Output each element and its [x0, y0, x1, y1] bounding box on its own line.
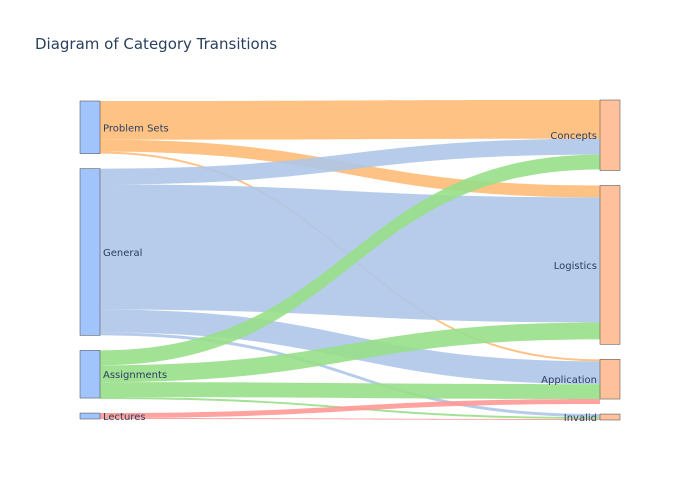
sankey-link-lectures-to-invalid [100, 418, 600, 420]
sankey-node-invalid [599, 413, 621, 421]
sankey-node-label-assignments: Assignments [103, 370, 167, 381]
sankey-node-application [599, 359, 621, 400]
sankey-link-problem_sets-to-concepts [100, 100, 600, 140]
sankey-node-concepts [599, 99, 621, 171]
sankey-node-label-logistics: Logistics [554, 261, 597, 272]
sankey-node-label-concepts: Concepts [550, 131, 597, 142]
sankey-node-label-invalid: Invalid [564, 413, 597, 424]
sankey-link-lectures-to-application [100, 399, 600, 419]
sankey-link-assignments-to-application [100, 382, 600, 400]
sankey-link-general-to-invalid [100, 332, 600, 418]
sankey-node-label-general: General [103, 248, 142, 259]
sankey-node-label-application: Application [541, 375, 597, 386]
links-layer [100, 100, 600, 420]
labels-layer: Problem Sets General Assignments Lectures Co… [103, 123, 597, 424]
sankey-link-assignments-to-concepts [100, 154, 600, 366]
sankey-node-label-problem_sets: Problem Sets [103, 123, 169, 134]
sankey-node-problem_sets [79, 100, 101, 154]
nodes-layer [79, 99, 621, 421]
sankey-node-general [79, 168, 101, 336]
sankey-node-assignments [79, 350, 101, 399]
sankey-node-lectures [79, 412, 101, 420]
sankey-link-assignments-to-logistics [100, 322, 600, 383]
sankey-node-logistics [599, 185, 621, 345]
sankey-link-general-to-concepts [100, 138, 600, 185]
sankey-node-label-lectures: Lectures [103, 412, 146, 423]
chart-title: Diagram of Category Transitions [35, 35, 278, 53]
